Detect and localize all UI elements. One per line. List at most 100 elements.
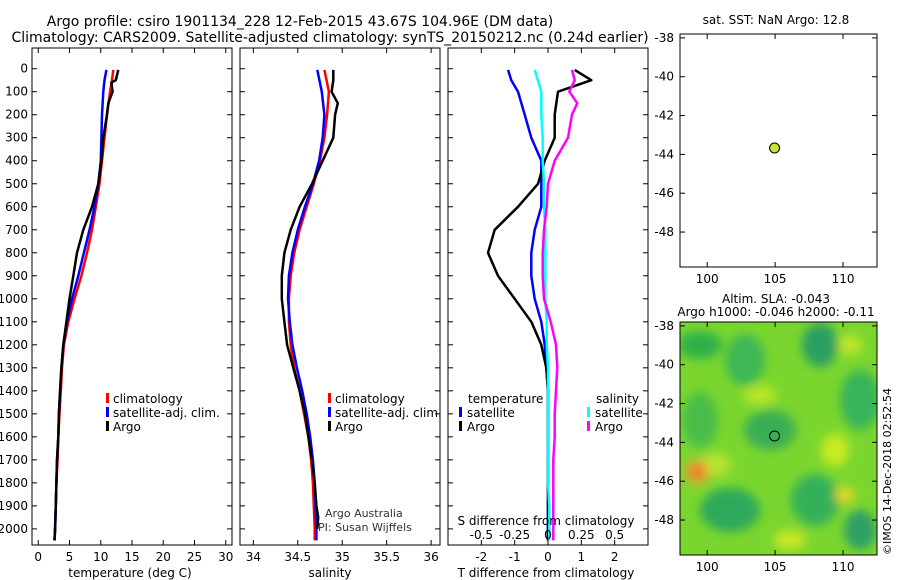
legend-sal-argo-swatch (587, 421, 590, 431)
difference-panel: -2 -1 0 1 2 -0.5 -0.25 0 0.25 0.5 S difference f… (447, 47, 649, 580)
s-diff-tick-label: 0.25 (568, 528, 595, 542)
sla-map-title-2: Argo h1000: -0.046 h2000: -0.11 (677, 305, 874, 319)
map-y-tick-label: -40 (654, 358, 674, 372)
salinity-x-label: salinity (308, 566, 351, 580)
legend-satellite-label: satellite-adj. clim. (335, 406, 442, 420)
sla-map-title-1: Altim. SLA: -0.043 (722, 292, 830, 306)
legend-satellite-swatch (328, 407, 331, 417)
x-tick-label: 2 (611, 550, 619, 564)
location-map-panel: sat. SST: NaN Argo: 12.8 -38 -40 -42 -44 -46… (654, 13, 878, 286)
series-climatology (53, 69, 115, 541)
legend-temp-satellite-swatch (459, 407, 462, 417)
x-tick-label: 35 (335, 550, 350, 564)
map-y-tick-label: -40 (654, 70, 674, 84)
x-tick-label: 34 (246, 550, 261, 564)
depth-tick-label: 500 (5, 177, 28, 191)
salinity-panel: 34 34.5 35 35.5 36 salinity climatology sate… (239, 47, 442, 580)
depth-tick-label: 100 (5, 85, 28, 99)
depth-tick-label: 700 (5, 223, 28, 237)
x-tick-label: 34.5 (284, 550, 311, 564)
map-y-tick-label: -44 (654, 147, 674, 161)
depth-tick-label: 1600 (0, 430, 28, 444)
sla-map-panel: Altim. SLA: -0.043 Argo h1000: -0.046 h2… (654, 292, 878, 574)
x-tick-label: 0 (34, 550, 42, 564)
series-satellite-adj-clim- (53, 69, 108, 541)
x-tick-label: -2 (475, 550, 487, 564)
legend-climatology-swatch (106, 393, 109, 403)
legend-temp-argo-swatch (459, 421, 462, 431)
x-tick-label: 15 (124, 550, 139, 564)
x-tick-label: 35.5 (373, 550, 400, 564)
map-y-tick-label: -38 (654, 31, 674, 45)
s-diff-tick-label: -0.25 (499, 528, 530, 542)
depth-tick-label: 1000 (0, 292, 28, 306)
s-diff-tick-label: -0.5 (470, 528, 493, 542)
map-x-tick-label: 110 (832, 272, 855, 286)
x-tick-label: 25 (187, 550, 202, 564)
depth-tick-label: 1700 (0, 453, 28, 467)
depth-tick-label: 600 (5, 200, 28, 214)
series-argo (53, 69, 120, 541)
legend-temp-satellite-label: satellite (467, 406, 515, 420)
series-argo (280, 69, 340, 529)
depth-tick-label: 1300 (0, 361, 28, 375)
depth-tick-label: 300 (5, 131, 28, 145)
depth-tick-label: 900 (5, 269, 28, 283)
map-y-tick-label: -48 (654, 225, 674, 239)
x-tick-label: 0 (544, 550, 552, 564)
depth-tick-label: 1500 (0, 407, 28, 421)
depth-tick-label: 400 (5, 154, 28, 168)
depth-tick-label: 1800 (0, 476, 28, 490)
legend-sal-satellite-label: satellite (595, 406, 643, 420)
sla-map-axes-box (679, 321, 878, 556)
location-map-axes-box (679, 33, 878, 268)
s-difference-x-label: S difference from climatology (458, 514, 635, 528)
location-map-title: sat. SST: NaN Argo: 12.8 (703, 13, 850, 27)
legend-argo-label: Argo (113, 420, 141, 434)
map-y-tick-label: -42 (654, 109, 674, 123)
argo-float-position-marker (769, 142, 781, 154)
s-diff-tick-label: 0 (544, 528, 552, 542)
legend-climatology-swatch (328, 393, 331, 403)
map-x-tick-label: 105 (764, 560, 787, 574)
series-temperature-argo (486, 68, 593, 541)
map-y-tick-label: -42 (654, 397, 674, 411)
x-tick-label: 36 (423, 550, 438, 564)
legend-climatology-label: climatology (113, 392, 183, 406)
depth-tick-label: 200 (5, 108, 28, 122)
sla-heatmap-blobs (680, 323, 877, 550)
map-y-tick-label: -48 (654, 513, 674, 527)
salinity-legend: climatology satellite-adj. clim. Argo (328, 392, 442, 434)
legend-argo-swatch (106, 421, 109, 431)
map-y-tick-label: -46 (654, 474, 674, 488)
x-tick-label: 20 (156, 550, 171, 564)
series-satellite-adj-clim- (286, 69, 326, 541)
legend-temperature-title: temperature (468, 392, 543, 406)
series-salinity-satellite (533, 69, 551, 541)
depth-tick-label: 1100 (0, 315, 28, 329)
legend-temp-argo-label: Argo (467, 420, 495, 434)
map-y-tick-label: -44 (654, 435, 674, 449)
series-salinity-argo (541, 69, 579, 541)
legend-climatology-label: climatology (335, 392, 405, 406)
x-tick-label: 10 (93, 550, 108, 564)
temperature-panel: 0100200300400500600700800900100011001200… (0, 47, 233, 580)
depth-tick-label: 1200 (0, 338, 28, 352)
depth-tick-label: 2000 (0, 522, 28, 536)
legend-satellite-label: satellite-adj. clim. (113, 406, 220, 420)
figure-title-line1: Argo profile: csiro 1901134_228 12-Feb-2… (47, 14, 554, 30)
temperature-axes-box (31, 47, 233, 546)
temperature-x-label: temperature (deg C) (68, 566, 191, 580)
map-x-tick-label: 100 (696, 560, 719, 574)
x-tick-label: 5 (66, 550, 74, 564)
map-y-tick-label: -46 (654, 186, 674, 200)
map-y-tick-label: -38 (654, 319, 674, 333)
legend-argo-label: Argo (335, 420, 363, 434)
x-tick-label: 30 (218, 550, 233, 564)
temperature-legend: climatology satellite-adj. clim. Argo (106, 392, 220, 434)
x-tick-label: -1 (509, 550, 521, 564)
depth-tick-label: 1400 (0, 384, 28, 398)
legend-argo-swatch (328, 421, 331, 431)
legend-sal-argo-label: Argo (595, 420, 623, 434)
